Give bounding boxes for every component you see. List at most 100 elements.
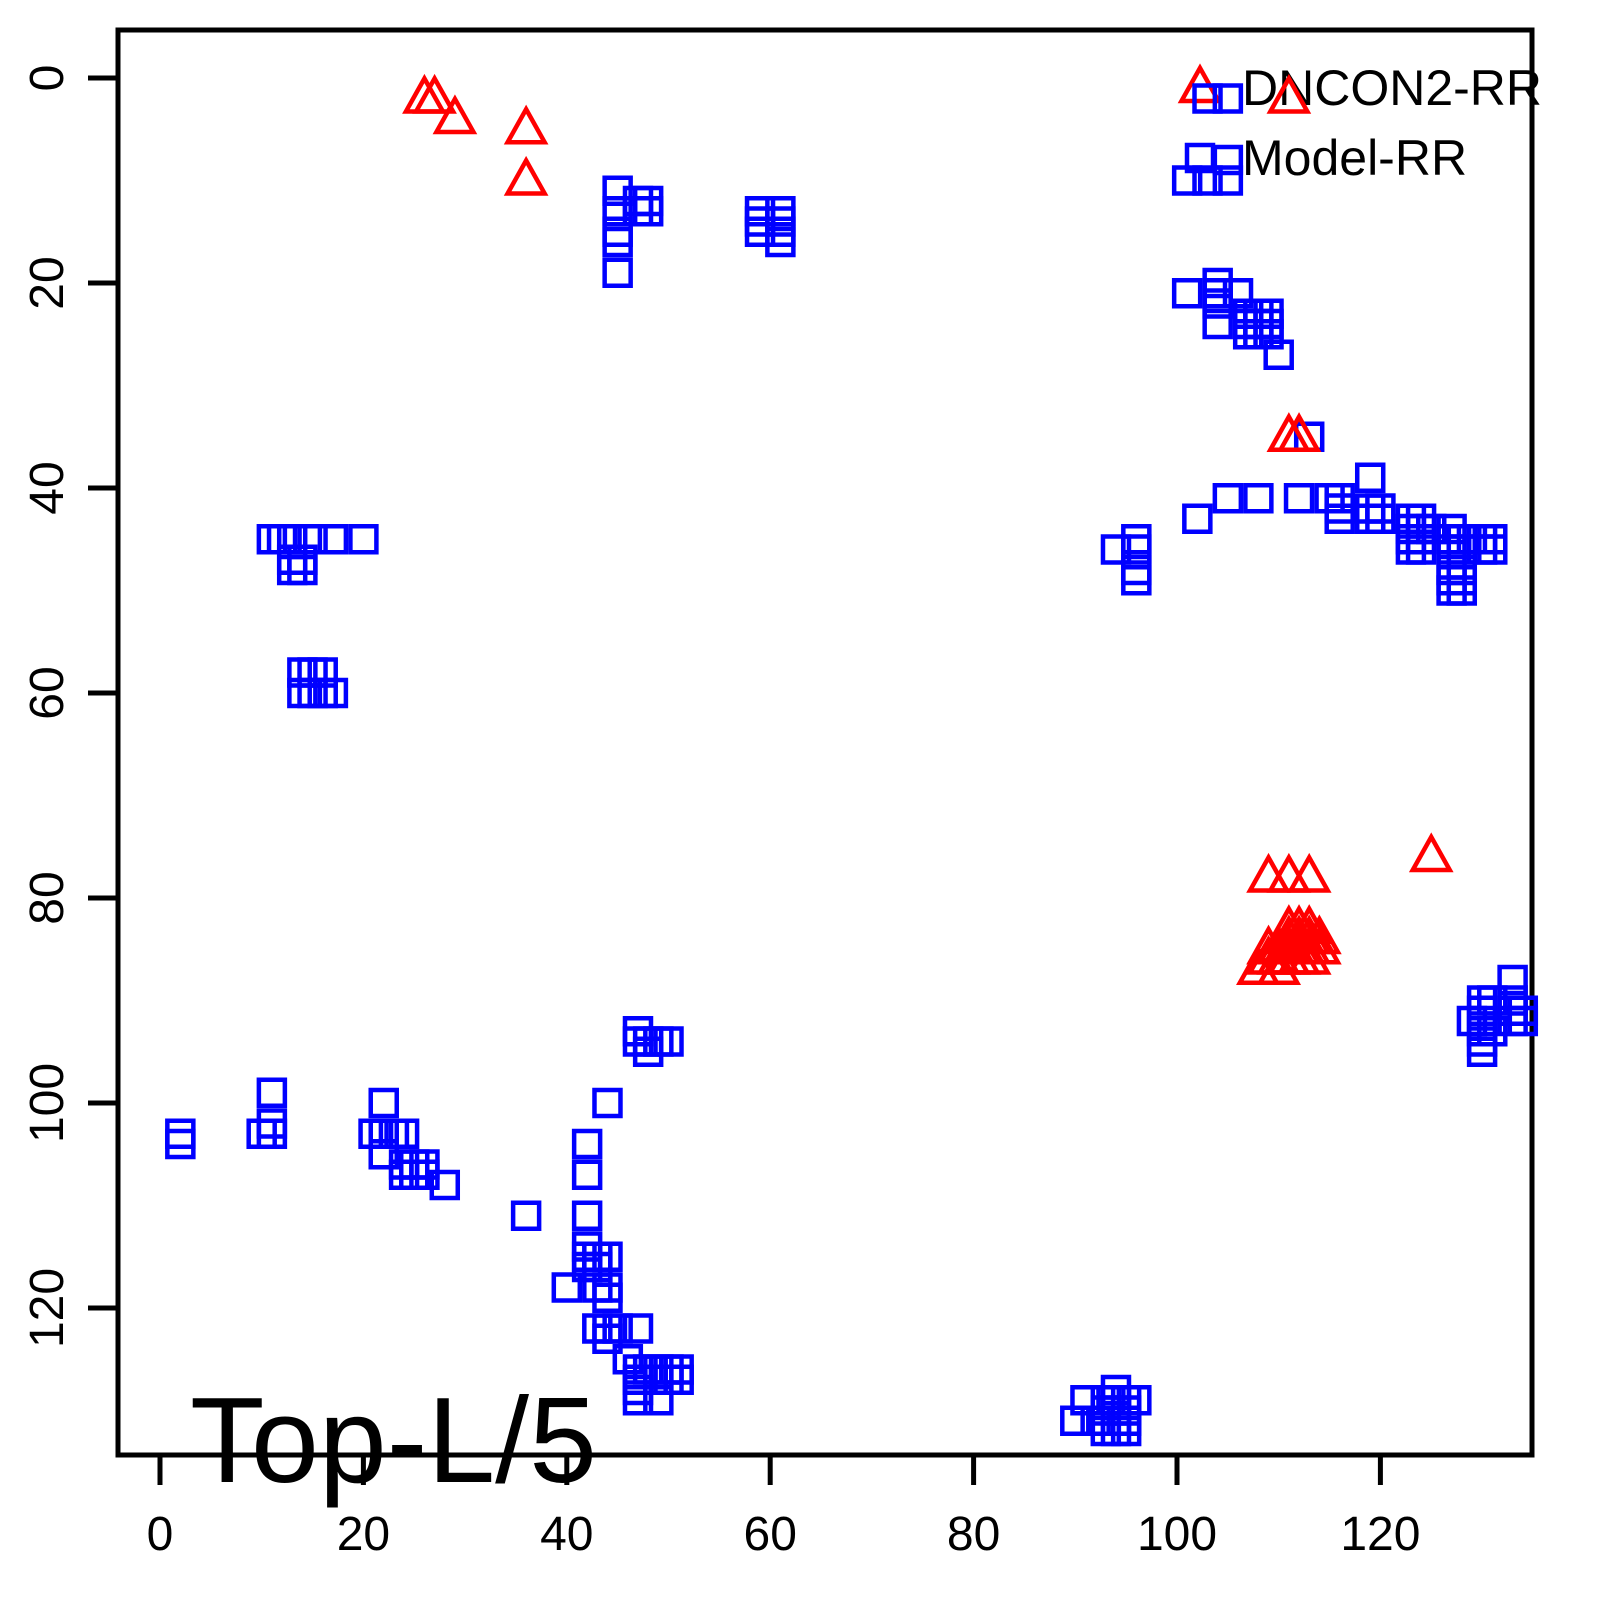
x-tick-label: 100 xyxy=(1137,1508,1217,1561)
data-point-dncon2 xyxy=(1276,412,1322,452)
data-point-dncon2 xyxy=(503,104,549,145)
data-point-model xyxy=(571,1159,603,1190)
x-tick-label: 40 xyxy=(540,1508,593,1561)
data-point-model xyxy=(1324,493,1355,524)
data-point-model xyxy=(246,1118,277,1149)
data-point-model xyxy=(1405,534,1437,565)
data-point-model xyxy=(622,1385,654,1416)
y-tick-label: 80 xyxy=(21,871,74,924)
data-point-model xyxy=(622,1313,654,1344)
data-point-model xyxy=(1212,165,1244,196)
data-point-model xyxy=(592,1323,623,1354)
data-point-dncon2 xyxy=(1297,924,1342,965)
data-point-model xyxy=(1212,144,1244,176)
data-point-model xyxy=(1283,483,1315,514)
data-point-model xyxy=(1354,462,1386,493)
data-point-model xyxy=(1121,1385,1152,1416)
data-point-model xyxy=(744,216,776,247)
data-point-model xyxy=(1497,964,1528,996)
data-point-model xyxy=(1365,493,1396,524)
data-point-model xyxy=(165,1118,196,1149)
data-point-model xyxy=(368,1087,399,1119)
data-point-model xyxy=(1477,985,1508,1016)
data-point-dncon2 xyxy=(503,155,549,196)
plot-border xyxy=(115,27,1535,1458)
data-point-model xyxy=(1121,534,1152,565)
data-point-model xyxy=(602,196,633,227)
x-tick-label: 20 xyxy=(337,1508,390,1561)
data-point-model xyxy=(1100,534,1132,565)
data-point-model xyxy=(1060,1405,1091,1436)
data-point-model xyxy=(1354,503,1386,534)
data-point-model xyxy=(612,1344,644,1375)
data-point-model xyxy=(429,1169,461,1201)
data-point-model xyxy=(1446,565,1478,596)
data-point-dncon2 xyxy=(1408,832,1454,873)
y-axis: 0 20 40 60 80 100 120 xyxy=(21,65,118,1348)
data-point-model xyxy=(1446,534,1478,565)
data-point-model xyxy=(1121,565,1152,596)
data-point-model xyxy=(510,1200,542,1231)
data-point-model xyxy=(1212,483,1244,514)
data-point-model xyxy=(1253,319,1284,350)
data-point-model xyxy=(592,1313,623,1344)
data-point-model xyxy=(1477,1016,1508,1047)
data-point-model xyxy=(1212,83,1244,114)
data-point-model xyxy=(317,524,349,555)
data-point-model xyxy=(256,1118,288,1149)
annotation-top-l5: Top-L/5 xyxy=(190,1372,597,1508)
data-point-model xyxy=(276,554,308,586)
data-point-dncon2 xyxy=(1297,914,1342,955)
data-point-model xyxy=(388,1118,420,1149)
data-point-dncon2 xyxy=(1286,934,1332,975)
data-point-model xyxy=(1182,503,1213,534)
data-point-model xyxy=(1436,565,1467,596)
data-point-model xyxy=(1446,575,1478,606)
data-point-dncon2 xyxy=(1286,852,1332,893)
data-point-dncon2 xyxy=(412,73,457,114)
x-tick-label: 0 xyxy=(147,1508,174,1561)
data-point-model xyxy=(1507,1005,1539,1037)
data-point-model xyxy=(297,524,328,555)
data-point-model xyxy=(592,1087,623,1119)
data-point-model xyxy=(1222,278,1254,309)
y-tick-label: 60 xyxy=(21,666,74,719)
data-point-model xyxy=(1070,1385,1101,1416)
data-point-model xyxy=(632,185,664,217)
data-point-model xyxy=(348,524,379,555)
data-point-model xyxy=(287,554,318,586)
data-point-model xyxy=(1202,308,1233,340)
x-tick-label: 120 xyxy=(1340,1508,1420,1561)
data-point-model xyxy=(602,226,633,258)
data-point-dncon2 xyxy=(432,94,478,135)
data-point-model xyxy=(165,1128,196,1160)
legend-label-dncon2: DNCON2-RR xyxy=(1242,60,1542,116)
data-point-model xyxy=(307,657,338,688)
legend-label-model: Model-RR xyxy=(1242,130,1467,186)
data-point-model xyxy=(1171,278,1203,309)
data-point-model xyxy=(602,1313,633,1344)
series-dncon2-rr xyxy=(402,73,1454,985)
data-point-model xyxy=(571,1200,603,1231)
data-point-model xyxy=(1110,1415,1142,1447)
data-point-model xyxy=(399,1159,430,1190)
x-axis: 0 20 40 60 80 100 120 xyxy=(147,1455,1420,1561)
data-point-dncon2 xyxy=(1266,73,1312,114)
y-tick-label: 40 xyxy=(21,461,74,514)
data-point-model xyxy=(592,1282,623,1313)
data-point-model xyxy=(602,257,633,288)
data-point-model xyxy=(1477,534,1508,565)
data-point-model xyxy=(643,1385,674,1416)
data-point-model xyxy=(571,1128,603,1160)
data-point-model xyxy=(1324,503,1355,534)
data-point-model xyxy=(663,1364,694,1395)
data-point-model xyxy=(602,175,633,206)
data-point-dncon2 xyxy=(1256,945,1302,985)
data-point-model xyxy=(1192,83,1223,114)
x-tick-label: 60 xyxy=(744,1508,797,1561)
data-point-model xyxy=(765,226,796,258)
y-tick-label: 120 xyxy=(21,1268,74,1348)
data-point-model xyxy=(256,1077,288,1108)
